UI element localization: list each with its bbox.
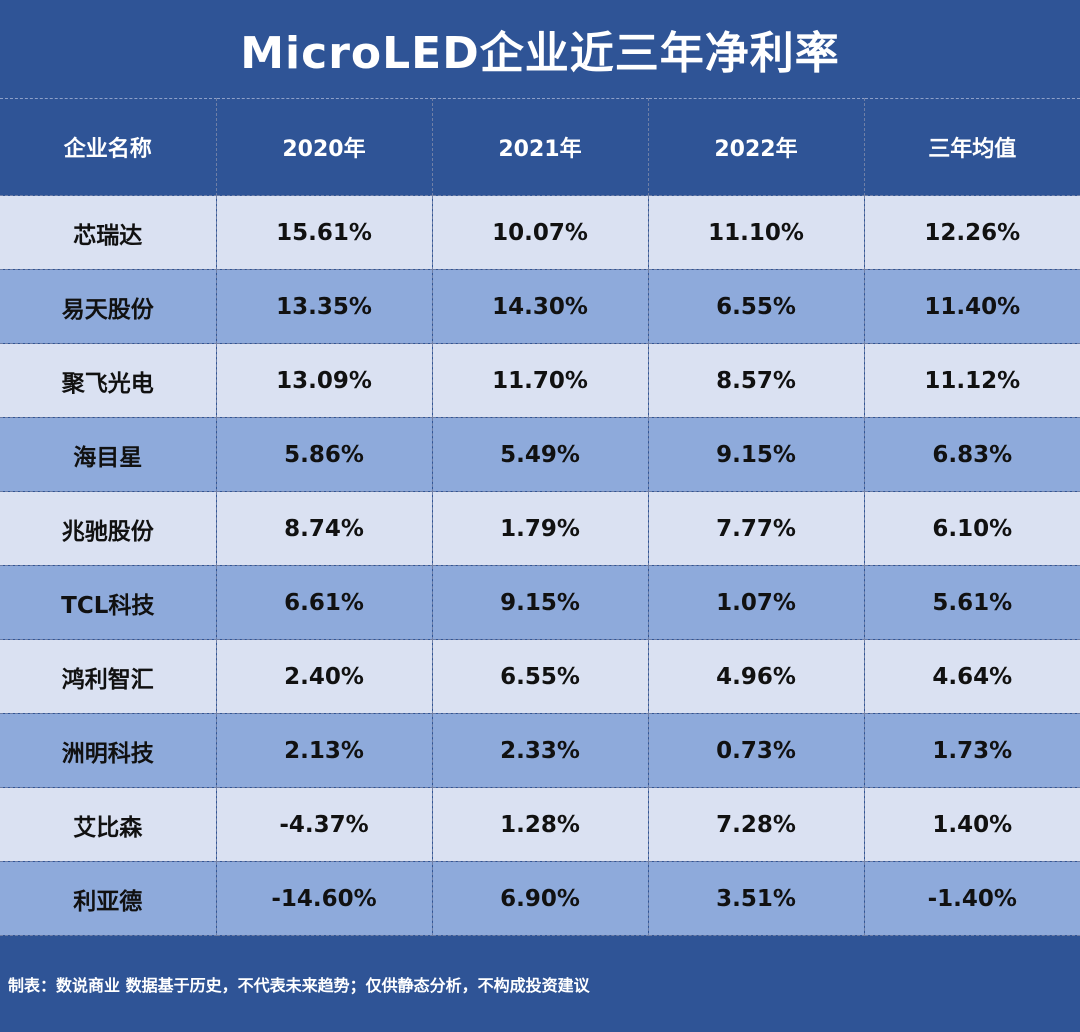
table-row: 艾比森 -4.37% 1.28% 7.28% 1.40% [0,787,1080,862]
page-title: MicroLED企业近三年净利率 [240,28,840,79]
header-2022: 2022年 [647,98,865,196]
cell-2021: 6.55% [431,639,649,714]
cell-average: 4.64% [863,639,1080,714]
cell-average: 6.10% [863,491,1080,566]
table-row: 芯瑞达 15.61% 10.07% 11.10% 12.26% [0,195,1080,270]
company-name: 艾比森 [0,787,217,862]
cell-average: 6.83% [863,417,1080,492]
table-row: 聚飞光电 13.09% 11.70% 8.57% 11.12% [0,343,1080,418]
company-name: 芯瑞达 [0,195,217,270]
cell-average: 1.40% [863,787,1080,862]
table-row: 利亚德 -14.60% 6.90% 3.51% -1.40% [0,861,1080,936]
table-row: 洲明科技 2.13% 2.33% 0.73% 1.73% [0,713,1080,788]
company-name: 兆驰股份 [0,491,217,566]
cell-2022: 7.28% [647,787,865,862]
cell-2021: 5.49% [431,417,649,492]
cell-average: 12.26% [863,195,1080,270]
cell-2022: 1.07% [647,565,865,640]
cell-2022: 4.96% [647,639,865,714]
company-name: TCL科技 [0,565,217,640]
cell-average: 1.73% [863,713,1080,788]
cell-2021: 9.15% [431,565,649,640]
cell-2020: 6.61% [215,565,433,640]
company-name: 利亚德 [0,861,217,936]
cell-average: -1.40% [863,861,1080,936]
source-footnote: 制表：数说商业 数据基于历史，不代表未来趋势；仅供静态分析，不构成投资建议 [8,976,590,995]
cell-2020: 2.13% [215,713,433,788]
header-company: 企业名称 [0,98,217,196]
cell-2021: 10.07% [431,195,649,270]
header-2021: 2021年 [431,98,649,196]
cell-2021: 1.79% [431,491,649,566]
cell-2021: 11.70% [431,343,649,418]
cell-2022: 7.77% [647,491,865,566]
table-row: TCL科技 6.61% 9.15% 1.07% 5.61% [0,565,1080,640]
cell-2022: 8.57% [647,343,865,418]
cell-2021: 6.90% [431,861,649,936]
cell-2021: 2.33% [431,713,649,788]
cell-2020: 13.35% [215,269,433,344]
cell-average: 11.40% [863,269,1080,344]
table-row: 海目星 5.86% 5.49% 9.15% 6.83% [0,417,1080,492]
table-row: 易天股份 13.35% 14.30% 6.55% 11.40% [0,269,1080,344]
cell-2020: 13.09% [215,343,433,418]
cell-average: 5.61% [863,565,1080,640]
header-average: 三年均值 [863,98,1080,196]
header-2020: 2020年 [215,98,433,196]
cell-2020: 2.40% [215,639,433,714]
table-row: 兆驰股份 8.74% 1.79% 7.77% 6.10% [0,491,1080,566]
cell-2020: 8.74% [215,491,433,566]
company-name: 易天股份 [0,269,217,344]
cell-2020: -14.60% [215,861,433,936]
cell-2022: 3.51% [647,861,865,936]
cell-2022: 0.73% [647,713,865,788]
company-name: 洲明科技 [0,713,217,788]
cell-average: 11.12% [863,343,1080,418]
cell-2021: 14.30% [431,269,649,344]
cell-2021: 1.28% [431,787,649,862]
company-name: 海目星 [0,417,217,492]
company-name: 聚飞光电 [0,343,217,418]
cell-2022: 6.55% [647,269,865,344]
cell-2022: 9.15% [647,417,865,492]
net-margin-table: 企业名称 2020年 2021年 2022年 三年均值 芯瑞达 15.61% 1… [0,98,1080,936]
cell-2020: 15.61% [215,195,433,270]
table-row: 鸿利智汇 2.40% 6.55% 4.96% 4.64% [0,639,1080,714]
cell-2020: 5.86% [215,417,433,492]
table-header-row: 企业名称 2020年 2021年 2022年 三年均值 [0,98,1080,196]
cell-2022: 11.10% [647,195,865,270]
company-name: 鸿利智汇 [0,639,217,714]
cell-2020: -4.37% [215,787,433,862]
